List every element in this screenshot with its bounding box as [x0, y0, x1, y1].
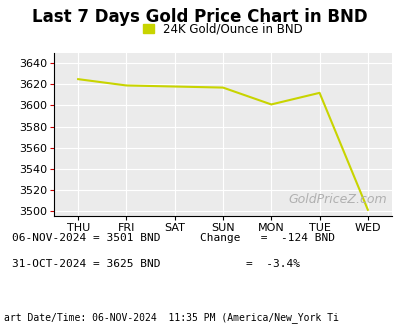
Text: GoldPriceZ.com: GoldPriceZ.com: [288, 193, 387, 206]
Text: =  -3.4%: = -3.4%: [246, 259, 300, 269]
Text: 31-OCT-2024 = 3625 BND: 31-OCT-2024 = 3625 BND: [12, 259, 160, 269]
Text: art Date/Time: 06-NOV-2024  11:35 PM (America/New_York Ti: art Date/Time: 06-NOV-2024 11:35 PM (Ame…: [4, 312, 339, 323]
Text: 06-NOV-2024 = 3501 BND: 06-NOV-2024 = 3501 BND: [12, 233, 160, 243]
Text: Last 7 Days Gold Price Chart in BND: Last 7 Days Gold Price Chart in BND: [32, 8, 368, 26]
Text: Change   =  -124 BND: Change = -124 BND: [200, 233, 335, 243]
Legend: 24K Gold/Ounce in BND: 24K Gold/Ounce in BND: [143, 23, 303, 36]
